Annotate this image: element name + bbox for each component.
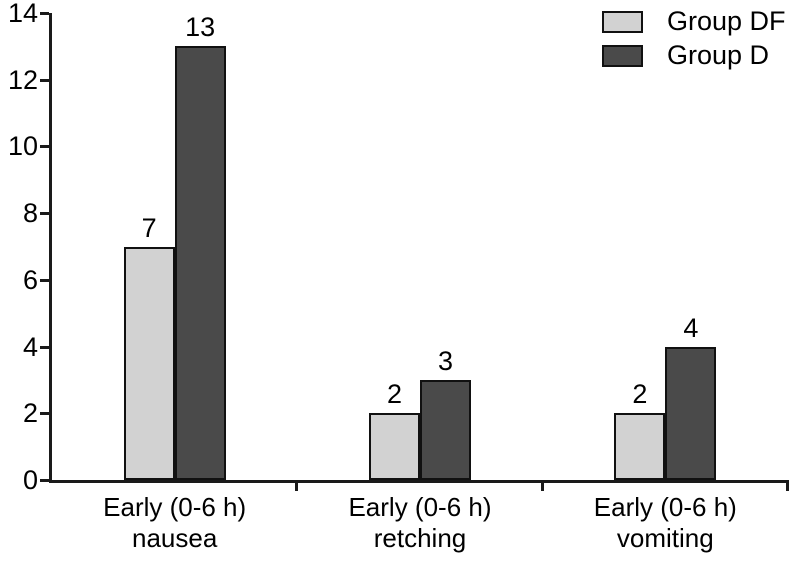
- y-axis-tick: [40, 212, 49, 216]
- x-axis-tick: [786, 480, 789, 491]
- x-axis-tick: [295, 480, 299, 491]
- y-axis-tick-label: 4: [22, 331, 38, 362]
- bar-value-label: 2: [632, 379, 648, 410]
- x-axis-category-label: Early (0-6 h) vomiting: [593, 492, 737, 553]
- bar-group-df: [369, 413, 420, 480]
- y-axis-tick-label: 14: [7, 0, 38, 28]
- y-axis-tick: [40, 145, 49, 149]
- bar-value-label: 7: [141, 212, 157, 243]
- y-axis-tick-label: 10: [7, 131, 38, 162]
- legend-label-group-d: Group D: [667, 40, 770, 70]
- y-axis-line: [49, 13, 52, 483]
- bar-group-d: [665, 346, 717, 480]
- legend: Group DF Group D: [602, 8, 786, 69]
- y-axis-tick-label: 12: [7, 64, 38, 95]
- bar-group-df: [614, 413, 666, 480]
- x-axis-category-label: Early (0-6 h) nausea: [103, 492, 247, 553]
- y-axis-tick-label: 8: [22, 198, 38, 229]
- y-axis-tick-label: 2: [22, 398, 38, 429]
- y-axis-tick: [40, 479, 49, 482]
- y-axis-tick: [40, 12, 49, 15]
- x-axis-category-label: Early (0-6 h) retching: [348, 492, 492, 553]
- legend-label-group-df: Group DF: [667, 6, 786, 36]
- bar-group-df: [123, 246, 175, 480]
- y-axis-tick-label: 6: [22, 264, 38, 295]
- y-axis-tick: [40, 345, 49, 349]
- bar-value-label: 4: [683, 312, 699, 343]
- legend-entry-group-d: Group D: [602, 42, 786, 69]
- x-axis-tick: [540, 480, 544, 491]
- bar-group-d: [174, 46, 226, 480]
- legend-swatch-group-df: [602, 10, 643, 33]
- legend-swatch-group-d: [602, 44, 643, 67]
- y-axis-tick: [40, 278, 49, 282]
- y-axis-tick: [40, 412, 49, 416]
- bar-value-label: 13: [185, 12, 216, 43]
- bar-group-d: [420, 379, 471, 480]
- x-axis-line: [49, 480, 788, 483]
- bar-value-label: 2: [386, 379, 403, 410]
- bar-value-label: 3: [437, 345, 454, 376]
- legend-entry-group-df: Group DF: [602, 8, 786, 35]
- y-axis-tick-label: 0: [22, 465, 38, 495]
- y-axis-tick: [40, 78, 49, 82]
